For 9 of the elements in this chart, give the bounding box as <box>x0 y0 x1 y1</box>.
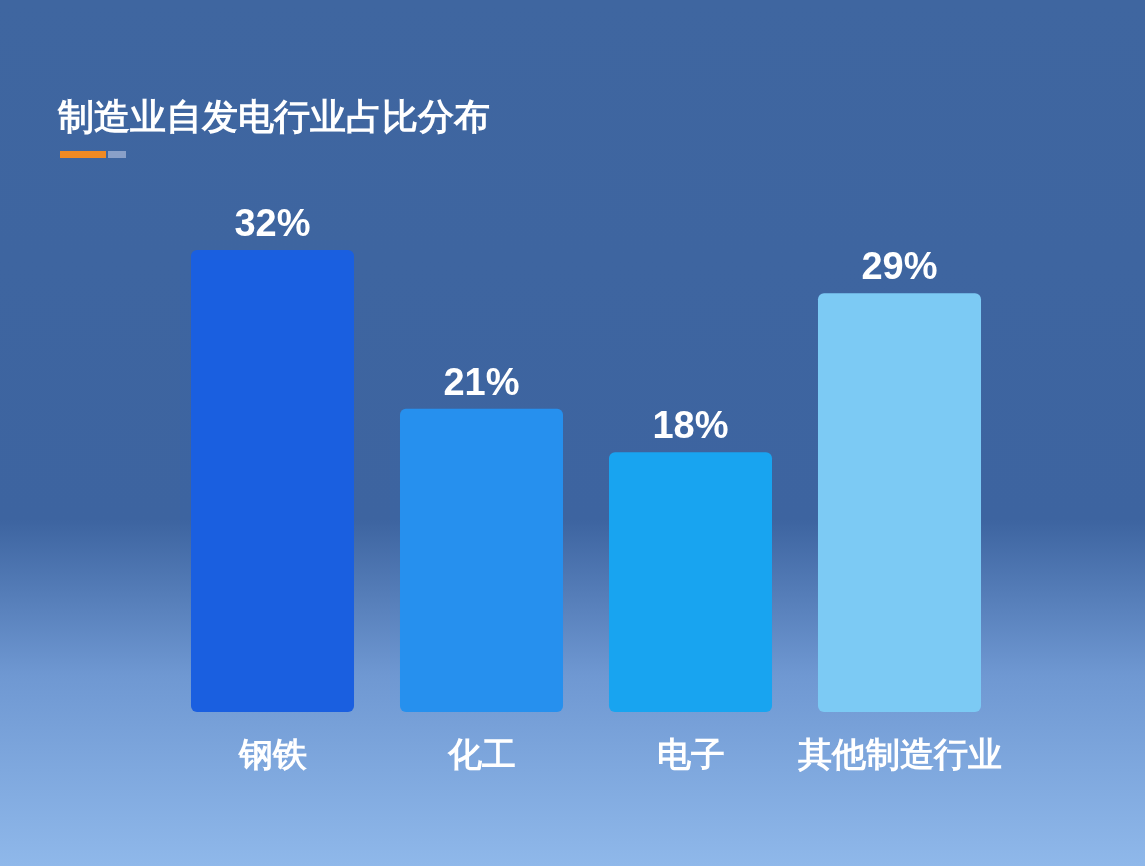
x-tick-label: 电子 <box>656 735 725 773</box>
x-tick-label: 钢铁 <box>236 735 307 773</box>
data-label: 32% <box>234 202 311 244</box>
data-label: 21% <box>443 360 520 403</box>
x-tick-label: 其他制造行业 <box>796 735 1002 773</box>
data-label: 18% <box>652 404 729 447</box>
chart-title: 制造业自发电行业占比分布 <box>57 96 490 137</box>
data-label: 29% <box>861 245 938 288</box>
x-tick-label: 化工 <box>446 735 516 773</box>
